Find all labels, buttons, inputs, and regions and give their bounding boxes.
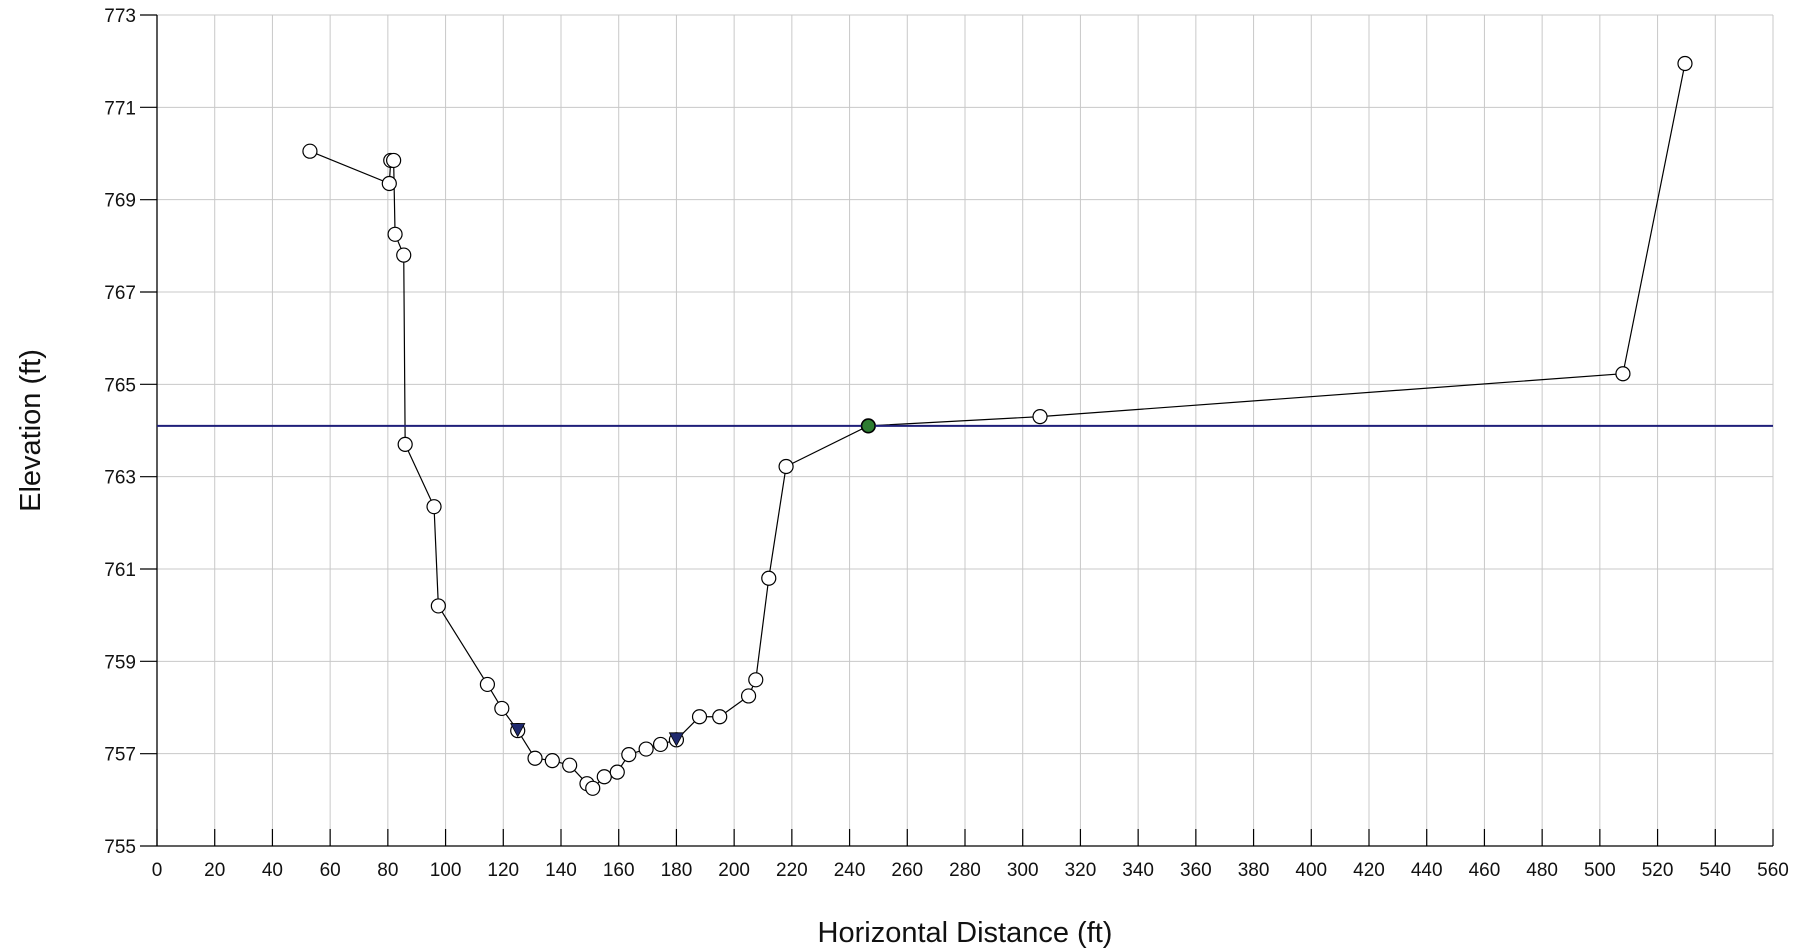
y-axis-label: Elevation (ft) xyxy=(15,349,47,512)
x-tick-label: 120 xyxy=(487,860,519,881)
x-tick-label: 220 xyxy=(776,860,808,881)
x-tick-label: 200 xyxy=(718,860,750,881)
marker-layer xyxy=(510,418,876,747)
x-tick-label: 100 xyxy=(430,860,462,881)
x-tick-label: 420 xyxy=(1353,860,1385,881)
x-tick-label: 380 xyxy=(1238,860,1270,881)
water-intersection-marker xyxy=(861,418,876,433)
x-tick-label: 360 xyxy=(1180,860,1212,881)
data-point xyxy=(761,570,777,586)
data-point xyxy=(1615,366,1631,382)
x-tick-label: 520 xyxy=(1642,860,1674,881)
bank-station-marker xyxy=(510,723,526,738)
data-point xyxy=(596,769,612,785)
data-point xyxy=(426,499,442,515)
x-tick-label: 320 xyxy=(1065,860,1097,881)
data-point xyxy=(479,676,496,693)
y-tick-label: 757 xyxy=(104,745,136,766)
y-tick-label: 759 xyxy=(104,652,136,673)
x-tick-label: 460 xyxy=(1469,860,1501,881)
x-tick-label: 40 xyxy=(262,860,283,881)
data-point xyxy=(712,709,728,725)
data-point xyxy=(585,780,601,796)
data-point xyxy=(562,757,578,773)
bank-station-marker xyxy=(668,732,685,747)
data-point xyxy=(1677,55,1693,72)
data-point xyxy=(302,143,318,159)
y-tick-label: 761 xyxy=(104,560,136,581)
data-point xyxy=(778,458,794,475)
x-tick-label: 340 xyxy=(1122,860,1154,881)
x-tick-label: 80 xyxy=(377,860,398,881)
x-tick-label: 540 xyxy=(1699,860,1731,881)
data-point xyxy=(386,152,402,169)
data-point xyxy=(396,247,412,263)
data-point xyxy=(430,598,446,614)
data-point xyxy=(494,700,510,717)
x-tick-label: 240 xyxy=(834,860,866,881)
x-tick-label: 280 xyxy=(949,860,981,881)
x-tick-label: 60 xyxy=(320,860,341,881)
y-tick-label: 771 xyxy=(104,98,136,119)
data-point xyxy=(397,436,413,452)
x-tick-label: 180 xyxy=(661,860,693,881)
y-axis-ticks: 755 757 759 761 763 765 767 769 771 773 xyxy=(104,6,157,858)
x-tick-label: 400 xyxy=(1295,860,1327,881)
data-point xyxy=(638,741,654,757)
data-point xyxy=(387,226,403,242)
y-tick-label: 755 xyxy=(104,837,136,858)
data-point xyxy=(691,709,708,725)
x-tick-label: 440 xyxy=(1411,860,1443,881)
x-tick-label: 560 xyxy=(1757,860,1789,881)
x-tick-label: 140 xyxy=(545,860,577,881)
series-layer xyxy=(157,55,1773,796)
data-point xyxy=(381,175,397,192)
data-point xyxy=(652,736,669,753)
data-point xyxy=(621,746,637,763)
x-tick-label: 500 xyxy=(1584,860,1616,881)
y-tick-label: 769 xyxy=(104,191,136,212)
x-tick-label: 160 xyxy=(603,860,635,881)
x-axis-label: Horizontal Distance (ft) xyxy=(818,917,1113,949)
data-point xyxy=(1032,409,1048,425)
data-point xyxy=(544,752,560,769)
x-axis-ticks: 0 20 40 60 80 100 120 140 160 180 200 220 240 260 280 3… xyxy=(152,829,1789,881)
x-tick-label: 480 xyxy=(1526,860,1558,881)
x-tick-label: 20 xyxy=(204,860,225,881)
x-tick-label: 260 xyxy=(891,860,923,881)
data-point xyxy=(609,764,625,780)
y-tick-label: 763 xyxy=(104,468,136,489)
y-tick-label: 767 xyxy=(104,283,136,304)
data-point xyxy=(527,750,543,766)
y-tick-label: 773 xyxy=(104,6,136,27)
x-tick-label: 300 xyxy=(1007,860,1039,881)
data-point xyxy=(740,688,757,704)
x-tick-label: 0 xyxy=(152,860,163,881)
y-tick-label: 765 xyxy=(104,375,136,396)
data-point xyxy=(748,672,764,688)
grid xyxy=(157,14,1774,846)
